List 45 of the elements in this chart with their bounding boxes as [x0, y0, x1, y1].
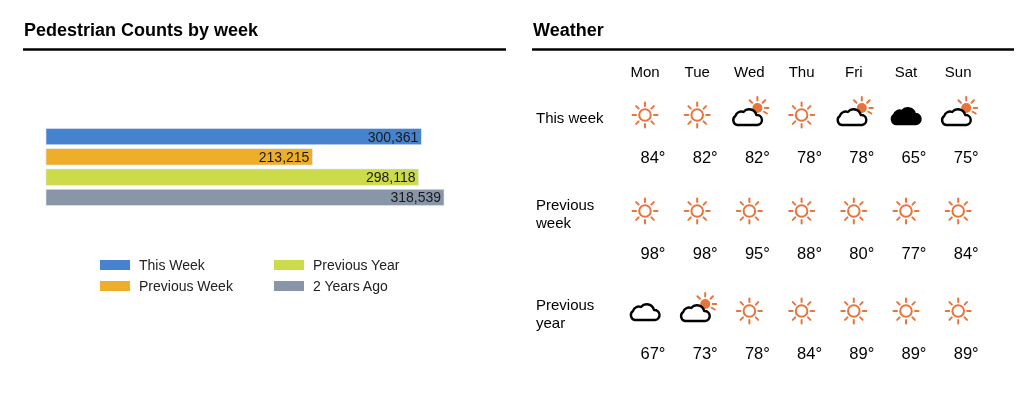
text: 65° [901, 147, 927, 166]
legend-label: Previous Year [313, 256, 400, 273]
bar [45, 168, 419, 186]
text: 89° [953, 343, 979, 362]
text: 84° [797, 343, 823, 362]
text: 98° [640, 243, 666, 262]
chart-title: Pedestrian Counts by week [24, 20, 260, 40]
text: 98° [692, 243, 718, 262]
legend-label: 2 Years Ago [313, 277, 388, 294]
text: 78° [744, 343, 770, 362]
text: 89° [901, 343, 927, 362]
data-label: 213,215 [258, 148, 310, 165]
text: 82° [744, 147, 770, 166]
category-label: This week [536, 109, 604, 127]
text: 80° [849, 243, 875, 262]
category-label: Thu [788, 63, 815, 81]
data-label: 318,539 [390, 189, 442, 206]
category-label: Previous year [536, 296, 595, 332]
bar [45, 148, 313, 166]
text: 84° [640, 147, 666, 166]
category-label: Wed [734, 63, 765, 81]
text: 88° [797, 243, 823, 262]
category-label: Sun [944, 63, 972, 81]
text: 73° [692, 343, 718, 362]
text: 78° [849, 147, 875, 166]
category-label: Previous week [536, 196, 595, 232]
bar [45, 128, 422, 146]
text: 77° [901, 243, 927, 262]
bar [45, 188, 445, 206]
category-label: Tue [684, 63, 710, 81]
text: 75° [953, 147, 979, 166]
text: Weather [533, 20, 604, 40]
text: 84° [953, 243, 979, 262]
legend-label: This Week [139, 256, 206, 273]
text: 78° [797, 147, 823, 166]
text: 95° [744, 243, 770, 262]
data-label: 298,118 [365, 169, 416, 186]
legend-label: Previous Week [139, 277, 234, 294]
category-label: Mon [630, 63, 660, 81]
text: 89° [849, 343, 875, 362]
category-label: Fri [845, 63, 863, 81]
category-label: Sat [894, 63, 919, 81]
text: 82° [692, 147, 718, 166]
text: 67° [640, 343, 666, 362]
data-label: 300,361 [367, 128, 419, 145]
